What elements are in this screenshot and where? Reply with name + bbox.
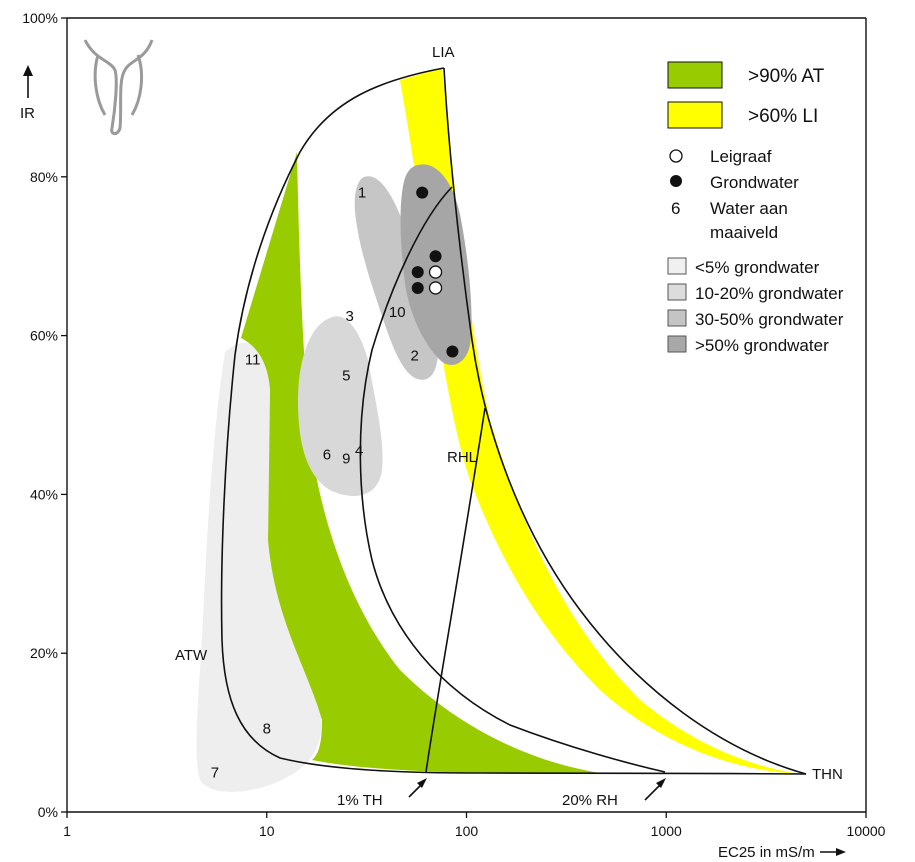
region-green — [241, 152, 600, 774]
sample-label: 11 — [245, 351, 261, 368]
legend-swatch-gt50 — [667, 335, 687, 353]
y-tick-label: 20% — [30, 645, 58, 661]
legend-swatch-30-50 — [667, 309, 687, 327]
atw-lia-envelope — [220, 67, 807, 775]
legend-label-maaiveld: maaiveld — [710, 223, 778, 242]
x-tick-label: 10 — [259, 823, 275, 839]
legend-label-gt50: >50% grondwater — [695, 336, 829, 355]
legend-swatch-li — [667, 101, 723, 129]
region-very-light-grey — [196, 342, 322, 792]
y-ticks: 0% 20% 40% 60% 80% 100% — [22, 10, 67, 820]
sample-label: 5 — [342, 367, 350, 384]
leigraaf-point — [428, 281, 443, 295]
sample-label: 9 — [342, 451, 350, 468]
lia-thn-curve — [443, 67, 807, 775]
y-tick-label: 100% — [22, 10, 58, 26]
legend-label-leigraaf: Leigraaf — [710, 147, 772, 166]
legend-label-lt5: <5% grondwater — [695, 258, 820, 277]
sample-labels: 1 10 2 3 5 4 6 9 11 8 7 — [211, 185, 419, 782]
legend-symbol-sample: 6 — [671, 199, 680, 218]
label-1pct-th: 1% TH — [337, 792, 383, 809]
legend-swatch-10-20 — [667, 283, 687, 301]
y-tick-label: 0% — [38, 804, 58, 820]
legend-label-10-20: 10-20% grondwater — [695, 284, 844, 303]
sample-label: 6 — [323, 447, 331, 464]
axis-arrows — [23, 65, 846, 856]
legend-filled-circle-icon — [670, 175, 682, 187]
groundwater-point — [411, 266, 424, 279]
legend: >90% AT >60% LI Leigraaf Grondwater 6 Wa… — [667, 61, 844, 355]
label-20pct-rh: 20% RH — [562, 792, 618, 809]
label-thn: THN — [812, 766, 843, 783]
x-tick-label: 100 — [455, 823, 479, 839]
groundwater-point — [429, 250, 442, 263]
logo-icon — [83, 39, 154, 136]
label-atw: ATW — [175, 647, 208, 664]
legend-label-grondwater: Grondwater — [710, 173, 799, 192]
sample-label: 8 — [263, 721, 271, 738]
boundary-curves — [220, 67, 807, 775]
legend-swatch-lt5 — [667, 257, 687, 275]
groundwater-point — [411, 281, 424, 294]
legend-label-li: >60% LI — [748, 106, 818, 127]
leigraaf-point — [428, 265, 443, 279]
label-lia: LIA — [432, 44, 455, 61]
rhl-line — [425, 407, 486, 773]
x-axis-label: EC25 in mS/m — [718, 844, 815, 861]
sample-label: 7 — [211, 764, 219, 781]
legend-label-water-aan: Water aan — [710, 199, 788, 218]
y-tick-label: 80% — [30, 169, 58, 185]
x-tick-label: 1 — [63, 823, 71, 839]
y-tick-label: 60% — [30, 328, 58, 344]
sample-label: 3 — [345, 308, 353, 325]
x-tick-label: 10000 — [847, 823, 886, 839]
region-grey — [354, 176, 439, 380]
x-ticks: 1 10 100 1000 10000 — [63, 812, 886, 839]
x-tick-label: 1000 — [651, 823, 682, 839]
y-axis-label: IR — [20, 105, 35, 122]
legend-open-circle-icon — [669, 149, 683, 163]
points — [411, 186, 459, 358]
y-tick-label: 40% — [30, 486, 58, 502]
sample-label: 2 — [410, 347, 418, 364]
inner-curve — [359, 186, 666, 773]
sample-label: 4 — [355, 443, 363, 460]
region-dark-grey — [400, 164, 472, 365]
sample-label: 1 — [358, 185, 366, 202]
label-rhl: RHL — [447, 449, 477, 466]
sample-label: 10 — [389, 304, 406, 321]
regions — [196, 68, 800, 792]
legend-label-30-50: 30-50% grondwater — [695, 310, 844, 329]
legend-swatch-at — [667, 61, 723, 89]
legend-label-at: >90% AT — [748, 66, 825, 87]
groundwater-point — [446, 345, 459, 358]
groundwater-point — [416, 186, 429, 199]
region-medium-grey — [298, 316, 383, 496]
region-yellow — [400, 68, 800, 774]
